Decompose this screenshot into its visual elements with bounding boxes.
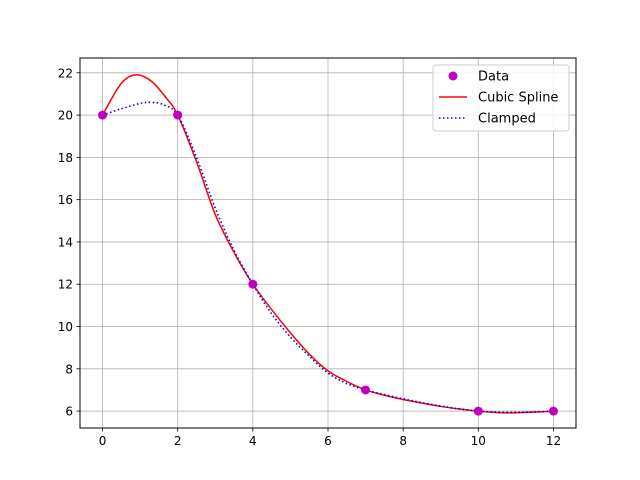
legend-label: Cubic Spline [478, 91, 558, 106]
x-tick-label: 2 [174, 434, 182, 448]
y-tick-label: 14 [58, 235, 73, 249]
legend-box [432, 64, 570, 132]
data-point [548, 406, 558, 416]
data-points-layer [98, 110, 558, 416]
x-tick-label: 0 [99, 434, 107, 448]
data-point [98, 110, 108, 120]
data-point [248, 279, 258, 289]
y-tick-label: 8 [65, 362, 73, 376]
y-tick-label: 18 [58, 151, 73, 165]
data-point [361, 385, 371, 395]
axis-ticks: 0 2 4 6 8 10 12 6 8 10 12 14 16 18 20 22 [58, 66, 561, 448]
y-tick-label: 12 [58, 278, 73, 292]
data-point [473, 406, 483, 416]
y-tick-label: 22 [58, 66, 73, 80]
data-point [173, 110, 183, 120]
legend-label: Data [478, 70, 509, 85]
y-tick-label: 6 [65, 405, 73, 419]
legend-label: Clamped [478, 112, 536, 127]
x-tick-label: 6 [324, 434, 332, 448]
y-tick-label: 20 [58, 109, 73, 123]
y-tick-label: 10 [58, 320, 73, 334]
legend: Data Cubic Spline Clamped [432, 64, 570, 132]
x-tick-label: 8 [399, 434, 407, 448]
x-tick-label: 4 [249, 434, 257, 448]
x-tick-label: 10 [471, 434, 486, 448]
legend-marker-data [448, 71, 458, 81]
y-tick-label: 16 [58, 193, 73, 207]
x-tick-label: 12 [546, 434, 561, 448]
